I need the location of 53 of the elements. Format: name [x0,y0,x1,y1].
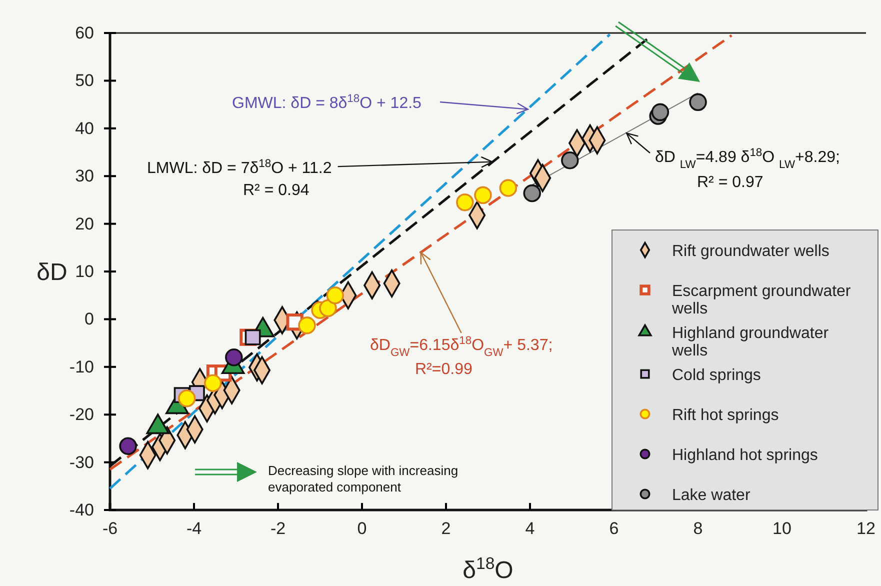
x-tick-label: -2 [270,519,286,538]
point [523,184,541,202]
legend-label: Highland hot springs [672,447,818,464]
point [651,103,670,122]
point [298,316,316,334]
point [456,193,474,212]
y-tick-label: 10 [75,262,94,281]
annotation: GMWL: δD = 8δ$^{18}$O + 12.5 [232,93,422,112]
point [326,286,344,304]
y-tick-label: -40 [69,500,94,520]
annotation: δD$_{GW}$=6.15δ$^{18}$O$_{GW}$+ 5.37; [370,335,553,359]
legend-label: Escarpment groundwater wells [671,283,852,318]
x-tick-label: 12 [856,519,876,538]
x-tick-label: 10 [772,519,792,538]
y-tick-label: 50 [75,71,94,90]
x-tick-label: 6 [609,519,619,538]
point [178,390,196,408]
x-tick-label: 8 [693,519,703,538]
x-tick-label: 0 [357,519,367,538]
y-tick-label: 40 [75,118,94,138]
legend-label: Cold springs [672,367,761,384]
x-tick-label: 4 [525,519,535,538]
legend-label: Rift groundwater wells [672,243,830,260]
y-tick-label: 20 [75,214,94,234]
point [689,93,707,112]
legend-label: Rift hot springs [672,407,779,424]
point [225,348,243,366]
annotation: R² = 0.97 [697,174,764,191]
y-axis-title: δD [36,259,68,286]
point [474,186,492,204]
annotation: δD $_{LW}$=4.89 δ$^{18}$O $_{LW}$+8.29; [655,147,840,171]
y-tick-label: 60 [75,23,94,42]
y-tick-label: 0 [84,310,94,329]
point [204,374,222,392]
legend-label: Lake water [672,487,751,504]
annotation: R²=0.99 [415,361,472,378]
x-tick-label: -6 [102,519,118,538]
y-tick-label: 30 [75,166,94,186]
y-tick-label: -10 [69,357,94,376]
point [319,299,337,318]
point [119,437,137,455]
x-axis-title: δ$^{18}$O [462,554,514,584]
x-tick-label: 2 [441,519,451,538]
legend-label: Highland groundwater wells [671,325,830,360]
point [499,179,518,197]
annotation: LMWL: δD = 7δ$^{18}$O + 11.2 [147,158,332,177]
x-tick-label: -4 [186,519,202,538]
annotation: R² = 0.94 [243,182,310,199]
y-tick-label: -30 [69,452,94,472]
annotation: Decreasing slope with increasing evaporated component [268,463,458,494]
y-tick-label: -20 [69,405,94,424]
point [561,151,579,170]
point [244,329,261,346]
